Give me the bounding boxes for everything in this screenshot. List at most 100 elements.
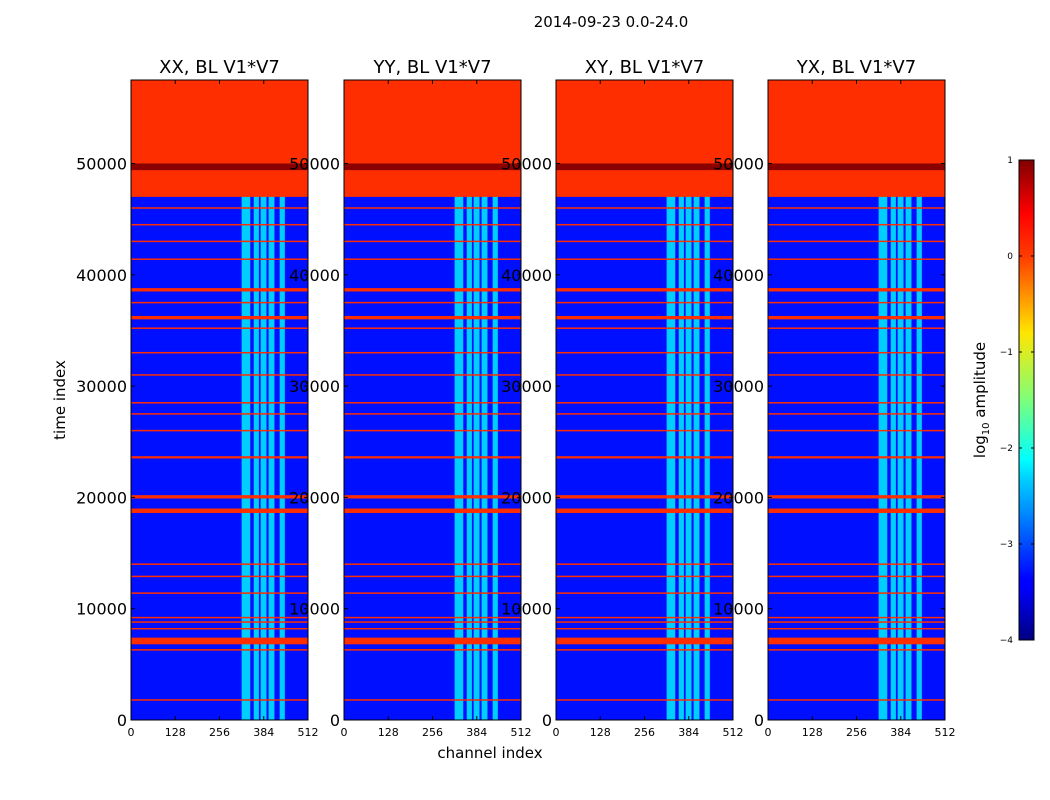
rfi-line <box>131 621 308 623</box>
rfi-line <box>344 699 521 701</box>
rfi-line <box>556 374 733 376</box>
rfi-line <box>344 207 521 209</box>
panel-3: YX, BL V1*V7 0 128 256 384 512 0 10000 20000 3000… <box>713 57 955 739</box>
rfi-line <box>344 616 521 619</box>
y-axis-label: time index <box>51 360 69 440</box>
rfi-line <box>344 223 521 226</box>
flagged-range <box>768 637 945 645</box>
rfi-line <box>131 258 308 260</box>
rfi-line <box>556 621 733 623</box>
panel-title: XY, BL V1*V7 <box>585 57 704 78</box>
x-tick-label: 512 <box>935 726 956 739</box>
y-tick-label: 20000 <box>713 488 764 507</box>
bright-band <box>279 80 285 720</box>
rfi-line <box>768 301 945 304</box>
rfi-line <box>556 699 733 701</box>
flagged-range <box>556 456 733 459</box>
rfi-line <box>768 699 945 701</box>
flagged-range <box>556 80 733 197</box>
rfi-line <box>768 413 945 415</box>
rfi-line <box>131 240 308 243</box>
rfi-line <box>556 351 733 354</box>
rfi-line <box>556 616 733 619</box>
rfi-line <box>556 575 733 578</box>
bright-band <box>678 80 684 720</box>
bright-band <box>454 80 464 720</box>
y-tick-label: 30000 <box>289 377 340 396</box>
y-tick-label: 30000 <box>501 377 552 396</box>
colorbar-label-sub: 10 <box>981 422 992 435</box>
rfi-line <box>768 592 945 594</box>
rfi-line <box>344 258 521 260</box>
flagged-range <box>768 80 945 197</box>
x-tick-label: 512 <box>511 726 532 739</box>
rfi-line <box>344 327 521 329</box>
flagged-range <box>344 508 521 513</box>
flagged-range <box>131 637 308 645</box>
rfi-line <box>768 374 945 376</box>
rfi-line <box>768 429 945 432</box>
rfi-line <box>768 649 945 651</box>
rfi-line <box>344 402 521 404</box>
colorbar-label-prefix: log <box>971 435 989 458</box>
flagged-range <box>768 456 945 459</box>
rfi-line <box>768 327 945 329</box>
y-tick-label: 50000 <box>713 154 764 173</box>
y-tick-label: 0 <box>330 711 340 730</box>
rfi-line <box>131 301 308 304</box>
rfi-line <box>768 402 945 404</box>
x-tick-label: 256 <box>422 726 443 739</box>
x-tick-label: 512 <box>298 726 319 739</box>
rfi-line <box>344 649 521 651</box>
x-tick-label: 384 <box>253 726 274 739</box>
rfi-line <box>131 563 308 565</box>
y-tick-label: 0 <box>754 711 764 730</box>
flagged-range <box>768 495 945 499</box>
rfi-line <box>344 240 521 243</box>
rfi-line <box>344 563 521 565</box>
y-tick-label: 40000 <box>501 266 552 285</box>
bright-band <box>905 80 912 720</box>
rfi-line <box>556 563 733 565</box>
y-tick-label: 0 <box>542 711 552 730</box>
rfi-line <box>556 258 733 260</box>
saturated-range <box>768 163 945 171</box>
bright-band <box>260 80 267 720</box>
bright-band <box>466 80 472 720</box>
flagged-range <box>556 508 733 513</box>
x-tick-label: 0 <box>765 726 772 739</box>
bright-band <box>492 80 498 720</box>
rfi-line <box>556 327 733 329</box>
bright-band <box>268 80 275 720</box>
colorbar-label: log10 amplitude <box>971 342 992 458</box>
bright-band <box>481 80 488 720</box>
panel-0: XX, BL V1*V7 0 128 256 384 512 0 10000 20000 3000… <box>76 57 318 739</box>
flagged-range <box>768 288 945 292</box>
rfi-line <box>131 207 308 209</box>
x-tick-label: 0 <box>341 726 348 739</box>
y-tick-label: 40000 <box>289 266 340 285</box>
x-tick-label: 0 <box>128 726 135 739</box>
bright-band <box>685 80 692 720</box>
flagged-range <box>131 80 308 197</box>
chart-title: 2014-09-23 0.0-24.0 <box>534 13 689 31</box>
rfi-line <box>131 374 308 376</box>
panel-1: YY, BL V1*V7 0 128 256 384 512 0 10000 20000 3000… <box>289 57 531 739</box>
rfi-line <box>556 207 733 209</box>
flagged-range <box>131 508 308 513</box>
flagged-range <box>344 315 521 320</box>
rfi-line <box>768 575 945 578</box>
colorbar-tick-label: −4 <box>1000 636 1014 646</box>
colorbar-tick-label: −2 <box>1000 444 1013 454</box>
flagged-range <box>556 288 733 292</box>
rfi-line <box>131 413 308 415</box>
rfi-line <box>768 627 945 630</box>
y-tick-label: 10000 <box>713 600 764 619</box>
colorbar-ticks: 1 0 −1 −2 −3 −4 <box>1000 156 1034 646</box>
x-tick-label: 512 <box>723 726 744 739</box>
bright-band <box>666 80 676 720</box>
flagged-range <box>556 495 733 499</box>
colorbar-gradient <box>1018 159 1035 641</box>
y-tick-label: 10000 <box>289 600 340 619</box>
